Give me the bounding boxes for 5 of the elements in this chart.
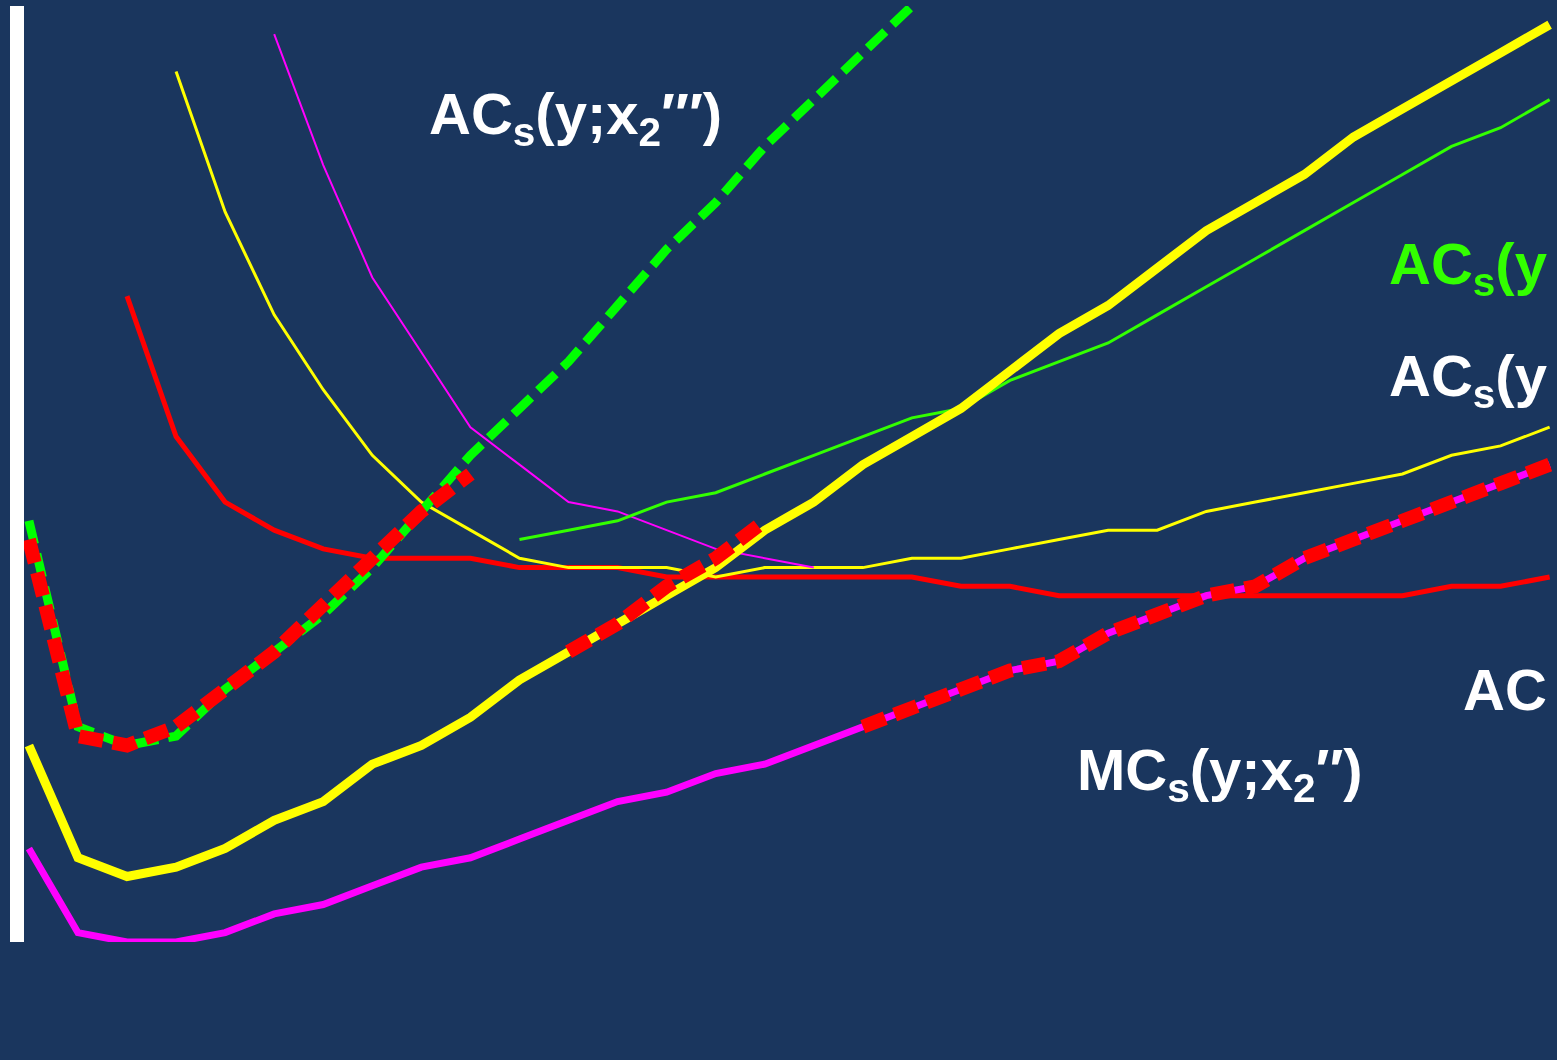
annotation: MC$_{s}$(y;x$_{2}$′′) [1077,737,1363,812]
annotation: AC$_{s}$(y [1389,343,1547,418]
annotation: AC$_{s}$(y;x$_{2}$′′′) [429,81,723,156]
series-label: AC$_{s}$(y [1389,231,1547,306]
annotation: AC [1463,657,1547,722]
